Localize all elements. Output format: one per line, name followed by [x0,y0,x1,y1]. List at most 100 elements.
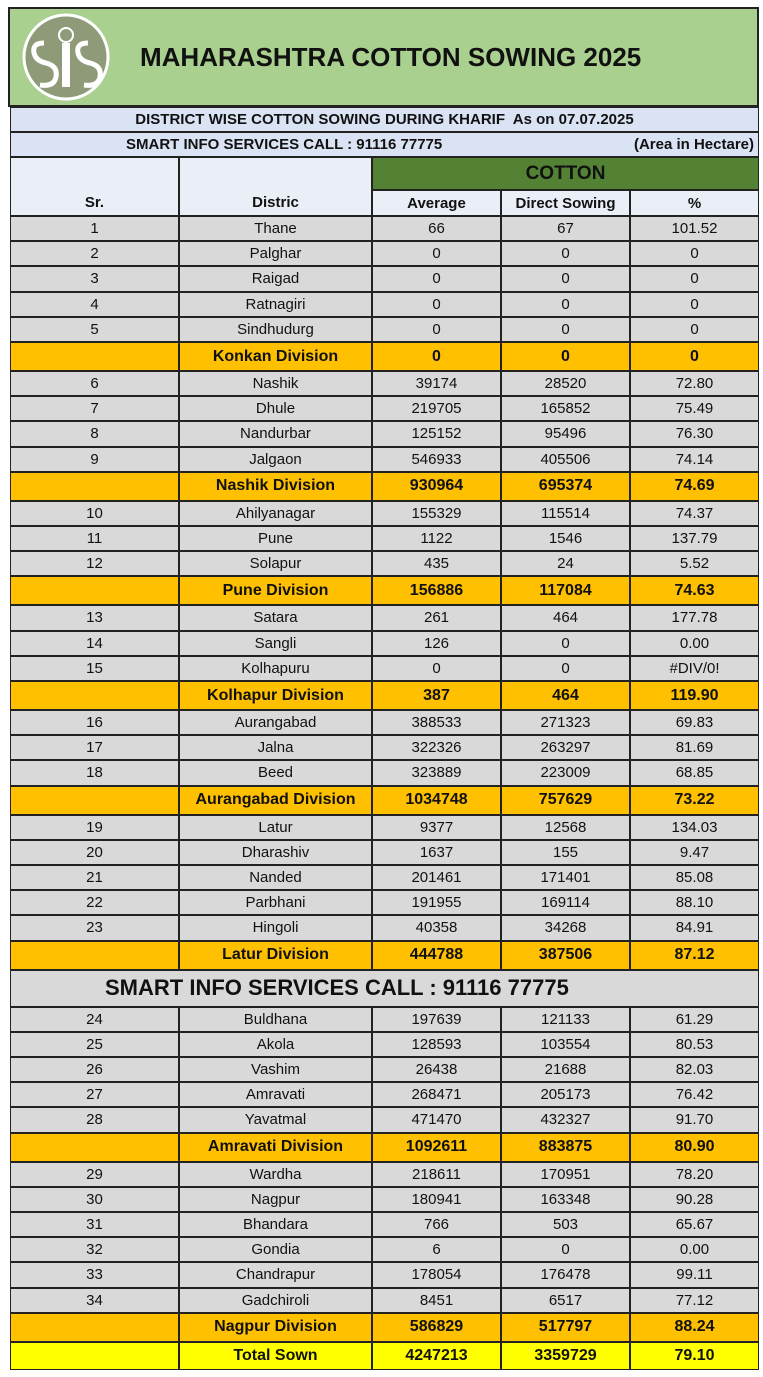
district-name: Amravati Division [179,1132,372,1162]
value-cell: 78.20 [630,1161,759,1187]
value-cell: 28520 [501,371,630,397]
value-cell: 6 [372,1237,501,1263]
value-cell: 0 [501,241,630,267]
district-name: Parbhani [179,890,372,916]
value-cell: 271323 [501,710,630,736]
value-cell: 695374 [501,471,630,501]
value-cell: 128593 [372,1031,501,1057]
value-cell: 68.85 [630,760,759,786]
value-cell: 432327 [501,1107,630,1133]
district-name: Kolhapur Division [179,681,372,710]
serial: 17 [10,735,179,761]
value-cell: 0 [372,266,501,292]
value-cell: 0 [501,655,630,681]
value-cell: 261 [372,605,501,631]
column-header: Average [372,190,501,216]
value-cell: 91.70 [630,1107,759,1133]
value-cell: 0 [501,342,630,371]
serial: 8 [10,421,179,447]
serial: 7 [10,396,179,422]
district-name: Satara [179,605,372,631]
value-cell: 205173 [501,1082,630,1108]
district-name: Pune Division [179,576,372,606]
district-name: Sangli [179,630,372,656]
value-cell: 66 [372,216,501,242]
value-cell: 176478 [501,1262,630,1288]
district-name: Pune [179,526,372,552]
column-header: Direct Sowing [501,190,630,216]
serial: 18 [10,760,179,786]
value-cell: 0 [630,316,759,342]
value-cell: 84.91 [630,915,759,941]
serial [10,471,179,501]
serial [10,1312,179,1342]
serial: 4 [10,291,179,317]
value-cell: 930964 [372,471,501,501]
serial: 16 [10,710,179,736]
value-cell: 39174 [372,371,501,397]
value-cell: 77.12 [630,1287,759,1313]
serial [10,1132,179,1162]
value-cell: 169114 [501,890,630,916]
value-cell: 74.63 [630,576,759,606]
value-cell: 4247213 [372,1341,501,1370]
value-cell: 121133 [501,1006,630,1032]
value-cell: #DIV/0! [630,655,759,681]
value-cell: 1122 [372,526,501,552]
district-name: Jalgaon [179,446,372,472]
value-cell: 0 [630,342,759,371]
value-cell: 82.03 [630,1057,759,1083]
district-name: Akola [179,1031,372,1057]
value-cell: 0 [630,291,759,317]
subheader-line1: DISTRICT WISE COTTON SOWING DURING KHARI… [10,107,759,132]
value-cell: 503 [501,1212,630,1238]
column-header: Distric [179,190,372,216]
district-name: Sindhudurg [179,316,372,342]
value-cell: 0 [501,291,630,317]
district-name: Nashik Division [179,471,372,501]
serial: 19 [10,814,179,840]
value-cell: 74.37 [630,500,759,526]
serial: 5 [10,316,179,342]
group-header: COTTON [372,157,759,190]
district-name: Nandurbar [179,421,372,447]
district-name: Nanded [179,865,372,891]
value-cell: 263297 [501,735,630,761]
value-cell: 178054 [372,1262,501,1288]
value-cell: 88.10 [630,890,759,916]
serial: 3 [10,266,179,292]
value-cell: 180941 [372,1186,501,1212]
serial: 27 [10,1082,179,1108]
value-cell: 191955 [372,890,501,916]
value-cell: 586829 [372,1312,501,1342]
value-cell: 125152 [372,421,501,447]
value-cell: 103554 [501,1031,630,1057]
value-cell: 883875 [501,1132,630,1162]
serial: 29 [10,1161,179,1187]
title: MAHARASHTRA COTTON SOWING 2025 [140,41,642,72]
serial: 31 [10,1212,179,1238]
value-cell: 5.52 [630,551,759,577]
value-cell: 115514 [501,500,630,526]
district-name: Kolhapuru [179,655,372,681]
value-cell: 201461 [372,865,501,891]
district-name: Wardha [179,1161,372,1187]
value-cell: 90.28 [630,1186,759,1212]
value-cell: 268471 [372,1082,501,1108]
value-cell: 0 [501,316,630,342]
column-header: % [630,190,759,216]
district-name: Yavatmal [179,1107,372,1133]
district-name: Raigad [179,266,372,292]
value-cell: 471470 [372,1107,501,1133]
value-cell: 85.08 [630,865,759,891]
value-cell: 74.69 [630,471,759,501]
value-cell: 21688 [501,1057,630,1083]
serial [10,1341,179,1370]
value-cell: 87.12 [630,940,759,970]
serial: 10 [10,500,179,526]
district-name: Ratnagiri [179,291,372,317]
district-name: Total Sown [179,1341,372,1370]
value-cell: 0.00 [630,1237,759,1263]
district-name: Palghar [179,241,372,267]
serial: 6 [10,371,179,397]
